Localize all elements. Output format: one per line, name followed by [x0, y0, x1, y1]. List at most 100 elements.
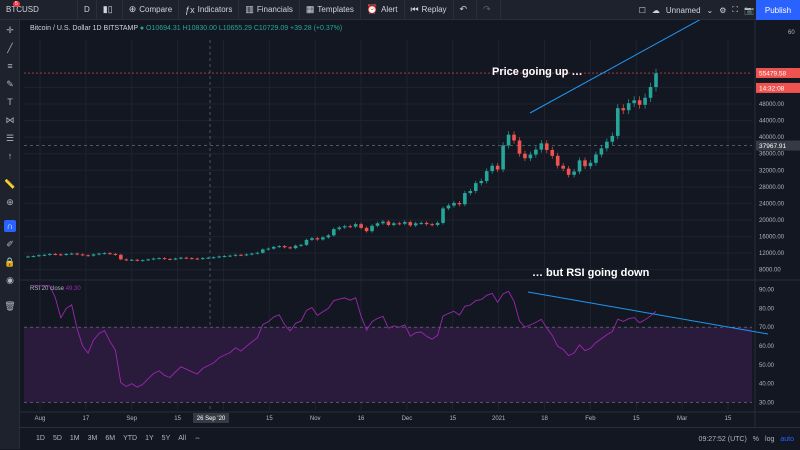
- candle-body: [386, 221, 391, 225]
- range-6m[interactable]: 6M: [105, 435, 116, 442]
- chart-style-button[interactable]: ▮▯: [97, 0, 123, 20]
- fullscreen-icon[interactable]: ⛶: [732, 5, 739, 14]
- date-range-icon[interactable]: ⇔: [194, 435, 202, 442]
- bottom-toolbar: 1D 5D 1M 3M 6M YTD 1Y 5Y All ⇔ 09:27:52 (UTC) % …: [20, 427, 800, 449]
- rsi-pane: [24, 285, 752, 403]
- compare-button[interactable]: ⊕ Compare: [123, 0, 180, 20]
- candle-body: [146, 259, 150, 261]
- candle-body: [332, 229, 336, 236]
- ruler-icon[interactable]: 📏: [4, 179, 16, 189]
- candle-body: [244, 254, 249, 256]
- candle-body: [342, 226, 347, 228]
- crosshair-price-bg: [756, 140, 800, 151]
- layout-square-icon[interactable]: ☐: [638, 5, 646, 15]
- redo-icon: ↷: [483, 4, 491, 14]
- candle-body: [97, 253, 101, 255]
- cloud-icon: ☁: [651, 5, 660, 15]
- candle-body: [599, 148, 604, 155]
- indicators-icon: ƒx: [185, 4, 195, 15]
- candle-body: [370, 225, 374, 232]
- pattern-icon[interactable]: ⋈: [5, 115, 15, 125]
- range-5d[interactable]: 5D: [52, 435, 62, 442]
- top-toolbar: BTCUSD 5 D ▮▯ ⊕ Compare ƒx Indicators ▥ Fin…: [0, 0, 800, 20]
- undo-button[interactable]: ↶: [454, 0, 478, 20]
- crosshair-icon[interactable]: ✛: [6, 25, 14, 35]
- settings-gear-icon[interactable]: ⚙: [719, 5, 727, 15]
- prediction-icon[interactable]: ☰: [5, 133, 15, 143]
- replay-label: Replay: [421, 5, 447, 14]
- candle-body: [457, 203, 462, 205]
- text-tool-icon[interactable]: T: [7, 97, 13, 107]
- notification-badge: 5: [13, 0, 20, 7]
- candle-body: [162, 258, 167, 260]
- candle-body: [222, 256, 227, 258]
- candle-body: [119, 254, 123, 260]
- candle-body: [326, 235, 331, 238]
- candle-body: [473, 183, 478, 191]
- redo-button[interactable]: ↷: [477, 0, 501, 20]
- fib-icon[interactable]: ≡: [7, 61, 13, 71]
- templates-icon: ▦: [305, 4, 315, 14]
- candles-icon: ▮▯: [102, 4, 113, 14]
- candle-body: [108, 253, 112, 255]
- auto-toggle[interactable]: auto: [780, 435, 794, 443]
- candle-body: [654, 73, 658, 88]
- candle-body: [140, 260, 145, 262]
- candle-body: [151, 258, 156, 260]
- rsi-tick: 70.00: [759, 325, 775, 331]
- utc-clock[interactable]: 09:27:52 (UTC): [698, 435, 747, 443]
- indicators-button[interactable]: ƒx Indicators: [179, 0, 240, 20]
- alarm-clock-icon: ⏰: [366, 4, 379, 14]
- trash-icon[interactable]: 🗑: [4, 301, 16, 311]
- brush-icon[interactable]: ✎: [6, 79, 14, 89]
- alert-button[interactable]: ⏰ Alert: [361, 0, 405, 20]
- symbol-search[interactable]: BTCUSD 5: [0, 0, 78, 20]
- chevron-down-icon[interactable]: ⌄: [706, 5, 714, 15]
- replay-button[interactable]: ⏮ Replay: [405, 0, 454, 20]
- stay-drawing-icon[interactable]: ✐: [6, 239, 14, 249]
- last-price-label: 55479.58: [759, 71, 786, 78]
- candle-body: [26, 256, 30, 258]
- range-1m[interactable]: 1M: [69, 435, 80, 442]
- candle-body: [184, 257, 189, 259]
- eye-icon[interactable]: ◉: [6, 275, 14, 285]
- range-1d[interactable]: 1D: [36, 435, 45, 442]
- price-tick: 8000.00: [759, 268, 781, 274]
- time-label: Feb: [585, 416, 596, 422]
- range-5y[interactable]: 5Y: [161, 435, 171, 442]
- rsi-line: [33, 285, 657, 388]
- range-1y[interactable]: 1Y: [145, 435, 154, 442]
- candle-body: [544, 143, 549, 150]
- camera-icon[interactable]: 📷: [744, 5, 754, 15]
- magnet-icon[interactable]: ∩: [4, 220, 16, 232]
- legend-dot: ●: [139, 25, 147, 32]
- range-ytd[interactable]: YTD: [123, 435, 138, 442]
- range-3m[interactable]: 3M: [87, 435, 98, 442]
- publish-button[interactable]: Publish: [756, 0, 800, 20]
- percent-toggle[interactable]: %: [752, 435, 760, 443]
- chart-area[interactable]: Aug17Sep15Oct15Nov16Dec15202118Feb15Mar1…: [20, 20, 800, 427]
- range-all[interactable]: All: [178, 435, 187, 442]
- crosshair-price-label: 37967.91: [759, 143, 786, 150]
- zoom-in-icon[interactable]: ⊕: [6, 197, 14, 207]
- candle-body: [468, 191, 473, 194]
- candle-body: [86, 255, 90, 257]
- arrow-up-icon[interactable]: ↑: [7, 151, 13, 161]
- lock-icon[interactable]: 🔒: [4, 257, 16, 267]
- candle-body: [419, 222, 423, 224]
- log-toggle[interactable]: log: [765, 435, 775, 443]
- layout-name[interactable]: Unnamed: [665, 5, 701, 15]
- time-label: Mar: [677, 416, 687, 422]
- candle-body: [190, 258, 194, 260]
- trend-line-icon[interactable]: ╱: [7, 43, 13, 53]
- financials-icon: ▥: [245, 4, 254, 14]
- interval-button[interactable]: D: [78, 0, 97, 20]
- time-label: Aug: [35, 416, 46, 422]
- candle-body: [64, 253, 69, 255]
- candle-body: [233, 254, 238, 256]
- price-tick: 12000.00: [759, 251, 785, 257]
- financials-button[interactable]: ▥ Financials: [239, 0, 300, 20]
- rsi-trendline: [527, 291, 769, 335]
- templates-button[interactable]: ▦ Templates: [300, 0, 361, 20]
- price-tick: 28000.00: [759, 185, 785, 191]
